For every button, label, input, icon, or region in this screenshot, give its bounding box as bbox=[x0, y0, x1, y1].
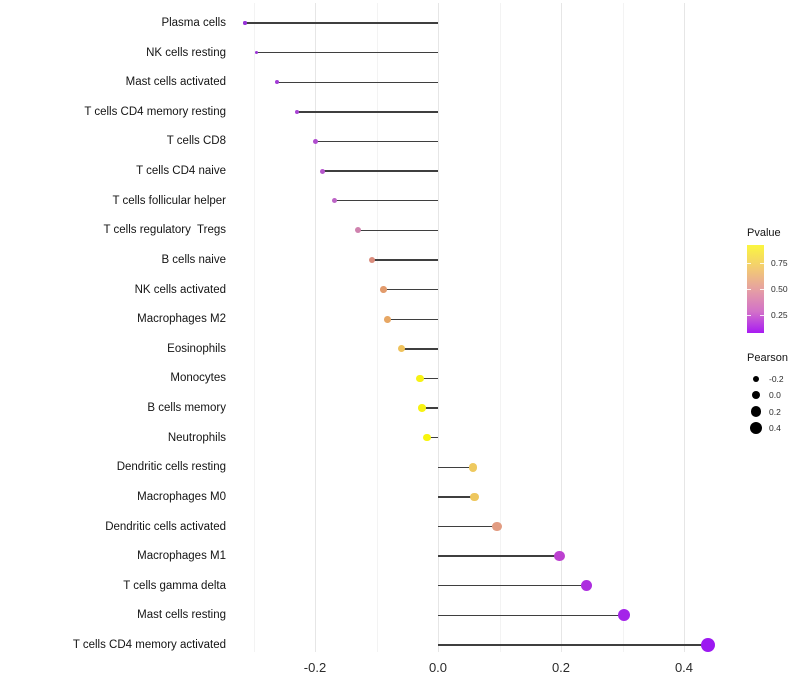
lollipop-stem bbox=[322, 170, 438, 172]
minor-gridline bbox=[376, 3, 378, 652]
lollipop-stem bbox=[401, 348, 438, 350]
major-gridline bbox=[684, 3, 685, 652]
pearson-legend-label: -0.2 bbox=[769, 374, 784, 384]
category-label: Mast cells activated bbox=[125, 76, 226, 89]
data-point-dot bbox=[355, 227, 362, 234]
category-label: T cells follicular helper bbox=[112, 194, 226, 207]
x-tick-label: 0.2 bbox=[551, 660, 571, 675]
pearson-legend-dot bbox=[750, 406, 762, 417]
pvalue-legend-title: Pvalue bbox=[747, 227, 781, 239]
pvalue-tick-label: 0.50 bbox=[771, 284, 788, 294]
category-label: Macrophages M1 bbox=[137, 550, 226, 563]
lollipop-stem bbox=[438, 525, 498, 528]
minor-gridline bbox=[253, 3, 255, 652]
pvalue-tick-mark bbox=[747, 289, 751, 290]
lollipop-stem bbox=[438, 644, 708, 646]
lollipop-stem bbox=[383, 288, 438, 291]
category-label: Macrophages M0 bbox=[137, 490, 226, 503]
data-point-dot bbox=[312, 138, 318, 144]
lollipop-stem bbox=[244, 22, 438, 24]
data-point-dot bbox=[416, 374, 424, 383]
lollipop-stem bbox=[438, 466, 474, 468]
lollipop-stem bbox=[438, 555, 560, 557]
category-label: T cells CD4 naive bbox=[136, 165, 226, 178]
data-point-dot bbox=[398, 345, 406, 353]
category-label: B cells memory bbox=[147, 402, 226, 415]
data-point-dot bbox=[379, 286, 387, 293]
data-point-dot bbox=[243, 21, 247, 25]
lollipop-stem bbox=[438, 614, 625, 617]
pearson-legend-label: 0.0 bbox=[769, 390, 781, 401]
data-point-dot bbox=[254, 50, 259, 55]
category-label: B cells naive bbox=[161, 253, 226, 266]
pearson-legend-title: Pearson bbox=[747, 352, 788, 364]
lollipop-stem bbox=[334, 200, 438, 202]
category-label: Eosinophils bbox=[167, 342, 226, 355]
pvalue-colorbar bbox=[747, 245, 764, 333]
data-point-dot bbox=[492, 521, 502, 532]
lollipop-stem bbox=[297, 111, 438, 113]
category-label: T cells gamma delta bbox=[123, 579, 226, 592]
data-point-dot bbox=[581, 580, 593, 592]
category-label: Dendritic cells resting bbox=[116, 461, 226, 474]
pvalue-tick-mark bbox=[760, 289, 764, 290]
lollipop-stem bbox=[387, 318, 438, 320]
lollipop-stem bbox=[438, 585, 587, 587]
lollipop-stem bbox=[256, 51, 438, 54]
category-label: Dendritic cells activated bbox=[105, 520, 226, 533]
pearson-legend-dot bbox=[749, 421, 763, 435]
x-tick-label: -0.2 bbox=[303, 660, 327, 675]
lollipop-stem bbox=[358, 229, 438, 232]
x-tick-label: 0.4 bbox=[674, 660, 694, 675]
major-gridline bbox=[315, 3, 316, 652]
data-point-dot bbox=[294, 109, 300, 115]
data-point-dot bbox=[274, 80, 279, 85]
minor-gridline bbox=[499, 3, 501, 652]
lollipop-stem bbox=[422, 407, 438, 409]
category-label: NK cells resting bbox=[146, 46, 226, 59]
lollipop-stem bbox=[315, 140, 438, 143]
pearson-legend-label: 0.4 bbox=[769, 422, 781, 433]
lollipop-stem bbox=[426, 436, 438, 439]
data-point-dot bbox=[468, 463, 478, 472]
pvalue-tick-mark bbox=[747, 263, 751, 264]
data-point-dot bbox=[369, 256, 376, 264]
pearson-legend-label: 0.2 bbox=[769, 406, 781, 417]
data-point-dot bbox=[418, 404, 426, 412]
category-label: T cells CD4 memory resting bbox=[84, 105, 226, 118]
lollipop-stem bbox=[438, 496, 475, 498]
category-label: Neutrophils bbox=[167, 431, 226, 444]
data-point-dot bbox=[384, 315, 391, 323]
category-label: NK cells activated bbox=[134, 283, 226, 296]
data-point-dot bbox=[423, 433, 431, 442]
pvalue-tick-mark bbox=[760, 263, 764, 264]
data-point-dot bbox=[469, 492, 479, 502]
pvalue-tick-mark bbox=[760, 315, 764, 316]
major-gridline bbox=[438, 3, 439, 652]
lollipop-stem bbox=[372, 259, 438, 261]
category-label: Macrophages M2 bbox=[137, 313, 226, 326]
pearson-legend-dot bbox=[753, 376, 759, 382]
pearson-legend-dot bbox=[752, 391, 760, 400]
data-point-dot bbox=[554, 550, 566, 562]
pvalue-tick-label: 0.25 bbox=[771, 310, 788, 320]
category-label: T cells CD8 bbox=[166, 135, 226, 148]
category-label: T cells CD4 memory activated bbox=[72, 639, 226, 652]
minor-gridline bbox=[622, 3, 624, 652]
lollipop-stem bbox=[420, 377, 438, 380]
category-label: T cells regulatory Tregs bbox=[103, 224, 226, 237]
category-label: Plasma cells bbox=[161, 17, 226, 29]
data-point-dot bbox=[319, 168, 325, 174]
x-tick-label: 0.0 bbox=[428, 660, 448, 675]
data-point-dot bbox=[618, 609, 631, 622]
pvalue-tick-mark bbox=[747, 315, 751, 316]
category-label: Monocytes bbox=[170, 372, 226, 385]
data-point-dot bbox=[331, 198, 338, 204]
data-point-dot bbox=[701, 638, 715, 652]
lollipop-stem bbox=[276, 81, 438, 83]
category-label: Mast cells resting bbox=[137, 609, 226, 622]
major-gridline bbox=[561, 3, 562, 652]
pvalue-tick-label: 0.75 bbox=[771, 258, 788, 268]
